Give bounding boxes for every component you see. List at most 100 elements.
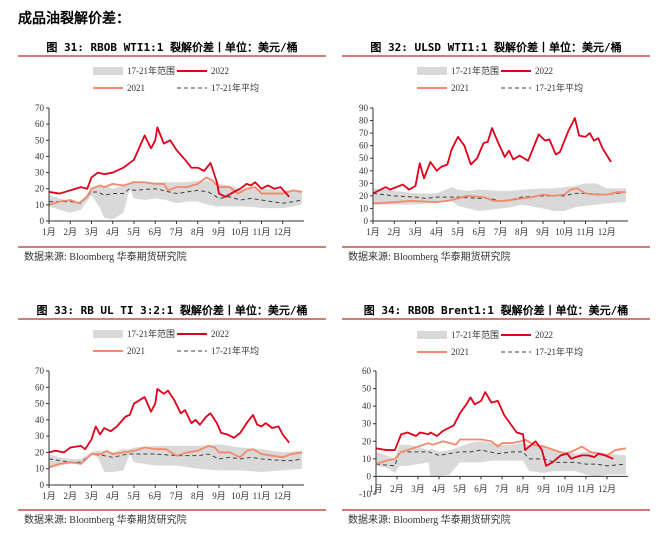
x-tick-label: 11月	[577, 484, 595, 494]
x-tick-label: 5月	[451, 227, 465, 237]
x-tick-label: 9月	[536, 227, 550, 237]
series-line-2021	[372, 187, 626, 205]
x-tick-label: 6月	[148, 227, 162, 237]
y-tick-label: 0	[40, 480, 45, 490]
chart-34: 图 34: RBOB Brent1:1 裂解价差丨单位：美元/桶 17-21年范围…	[342, 303, 650, 526]
x-tick-label: 7月	[170, 491, 184, 501]
x-tick-label: 3月	[411, 484, 425, 494]
legend-label-2021: 2021	[127, 346, 145, 356]
x-tick-label: 7月	[170, 227, 184, 237]
legend-label-2022: 2022	[535, 66, 553, 76]
chart-31: 图 31: RBOB WTI1:1 裂解价差丨单位：美元/桶 17-21年范围 20…	[18, 40, 326, 263]
x-tick-label: 10月	[555, 227, 573, 237]
y-tick-label: 30	[362, 419, 372, 429]
chart-title: 图 31: RBOB WTI1:1 裂解价差丨单位：美元/桶	[46, 40, 297, 54]
legend-label-2022: 2022	[211, 66, 229, 76]
series-band-17-21-range	[376, 441, 626, 477]
x-tick-label: 9月	[537, 484, 551, 494]
x-tick-label: 5月	[127, 227, 141, 237]
y-tick-label: 20	[362, 436, 372, 446]
x-tick-label: 9月	[212, 491, 226, 501]
series-band-17-21-range	[373, 183, 626, 211]
x-tick-label: 1月	[42, 227, 56, 237]
x-tick-label: 3月	[409, 227, 423, 237]
y-tick-label: 90	[359, 103, 369, 113]
y-tick-label: 10	[362, 454, 372, 464]
x-tick-label: 7月	[495, 484, 509, 494]
x-tick-label: 2月	[390, 484, 404, 494]
legend-label-2022: 2022	[211, 329, 229, 339]
y-tick-label: 60	[35, 119, 45, 129]
y-tick-label: 20	[35, 447, 45, 457]
y-tick-label: 60	[359, 141, 369, 151]
x-tick-label: 3月	[85, 491, 99, 501]
x-tick-label: 11月	[577, 227, 595, 237]
y-tick-label: 80	[359, 116, 369, 126]
x-tick-label: 8月	[191, 227, 205, 237]
x-tick-label: 6月	[148, 491, 162, 501]
source-note: 数据来源: Bloomberg 华泰期货研究院	[24, 513, 187, 526]
y-tick-label: 50	[35, 399, 45, 409]
x-tick-label: 10月	[231, 491, 249, 501]
y-tick-label: 60	[362, 366, 372, 376]
chart-32: 图 32: ULSD WTI1:1 裂解价差丨单位：美元/桶 17-21年范围 20…	[342, 40, 650, 263]
y-tick-label: 40	[359, 166, 369, 176]
legend-label-2022: 2022	[535, 330, 553, 340]
y-tick-label: 0	[40, 216, 45, 226]
legend-swatch-band	[417, 67, 447, 75]
y-tick-label: 50	[359, 153, 369, 163]
y-tick-label: 10	[359, 203, 369, 213]
x-tick-label: 11月	[253, 227, 271, 237]
x-tick-label: 10月	[556, 484, 574, 494]
source-note: 数据来源: Bloomberg 华泰期货研究院	[348, 250, 511, 263]
y-tick-label: 20	[35, 184, 45, 194]
legend-label-band: 17-21年范围	[451, 65, 499, 76]
legend-swatch-band	[417, 331, 447, 339]
x-tick-label: 12月	[274, 491, 292, 501]
x-tick-label: 2月	[63, 227, 77, 237]
chart-33: 图 33: RB UL TI 3:2:1 裂解价差丨单位：美元/桶 17-21年范…	[18, 303, 326, 526]
series-line-2022	[375, 391, 614, 467]
legend-label-avg: 17-21年平均	[211, 82, 259, 93]
y-tick-label: 20	[359, 191, 369, 201]
series-line-2021	[375, 438, 627, 465]
x-tick-label: 12月	[598, 227, 616, 237]
series-line-2022	[48, 388, 290, 454]
source-note: 数据来源: Bloomberg 华泰期货研究院	[24, 250, 187, 263]
y-tick-label: 30	[359, 178, 369, 188]
x-tick-label: 4月	[106, 227, 120, 237]
y-tick-label: 70	[35, 366, 45, 376]
y-tick-label: 30	[35, 431, 45, 441]
y-tick-label: 70	[35, 103, 45, 113]
y-tick-label: 40	[362, 401, 372, 411]
x-tick-label: 3月	[85, 227, 99, 237]
y-tick-label: -10	[359, 489, 371, 499]
legend-swatch-band	[93, 330, 123, 338]
series-line-17-21-avg	[48, 453, 302, 463]
x-tick-label: 1月	[369, 484, 383, 494]
y-tick-label: 40	[35, 151, 45, 161]
x-tick-label: 9月	[212, 227, 226, 237]
y-tick-label: 50	[362, 384, 372, 394]
y-tick-label: 10	[35, 464, 45, 474]
series-line-17-21-avg	[375, 449, 626, 467]
chart-title: 图 32: ULSD WTI1:1 裂解价差丨单位：美元/桶	[370, 40, 621, 54]
x-tick-label: 2月	[63, 491, 77, 501]
x-tick-label: 12月	[598, 484, 616, 494]
y-tick-label: 40	[35, 415, 45, 425]
legend-label-avg: 17-21年平均	[535, 346, 583, 357]
x-tick-label: 8月	[516, 484, 530, 494]
x-tick-label: 6月	[474, 484, 488, 494]
x-tick-label: 8月	[191, 491, 205, 501]
series-line-2022	[48, 126, 290, 198]
legend-label-2021: 2021	[451, 347, 469, 357]
x-tick-label: 4月	[106, 491, 120, 501]
x-tick-label: 8月	[515, 227, 529, 237]
y-tick-label: 30	[35, 168, 45, 178]
series-line-2022	[372, 117, 612, 195]
y-tick-label: 10	[35, 200, 45, 210]
x-tick-label: 11月	[253, 491, 271, 501]
series-line-2021	[48, 445, 303, 468]
legend-label-2021: 2021	[127, 83, 145, 93]
source-note: 数据来源: Bloomberg 华泰期货研究院	[348, 513, 511, 526]
